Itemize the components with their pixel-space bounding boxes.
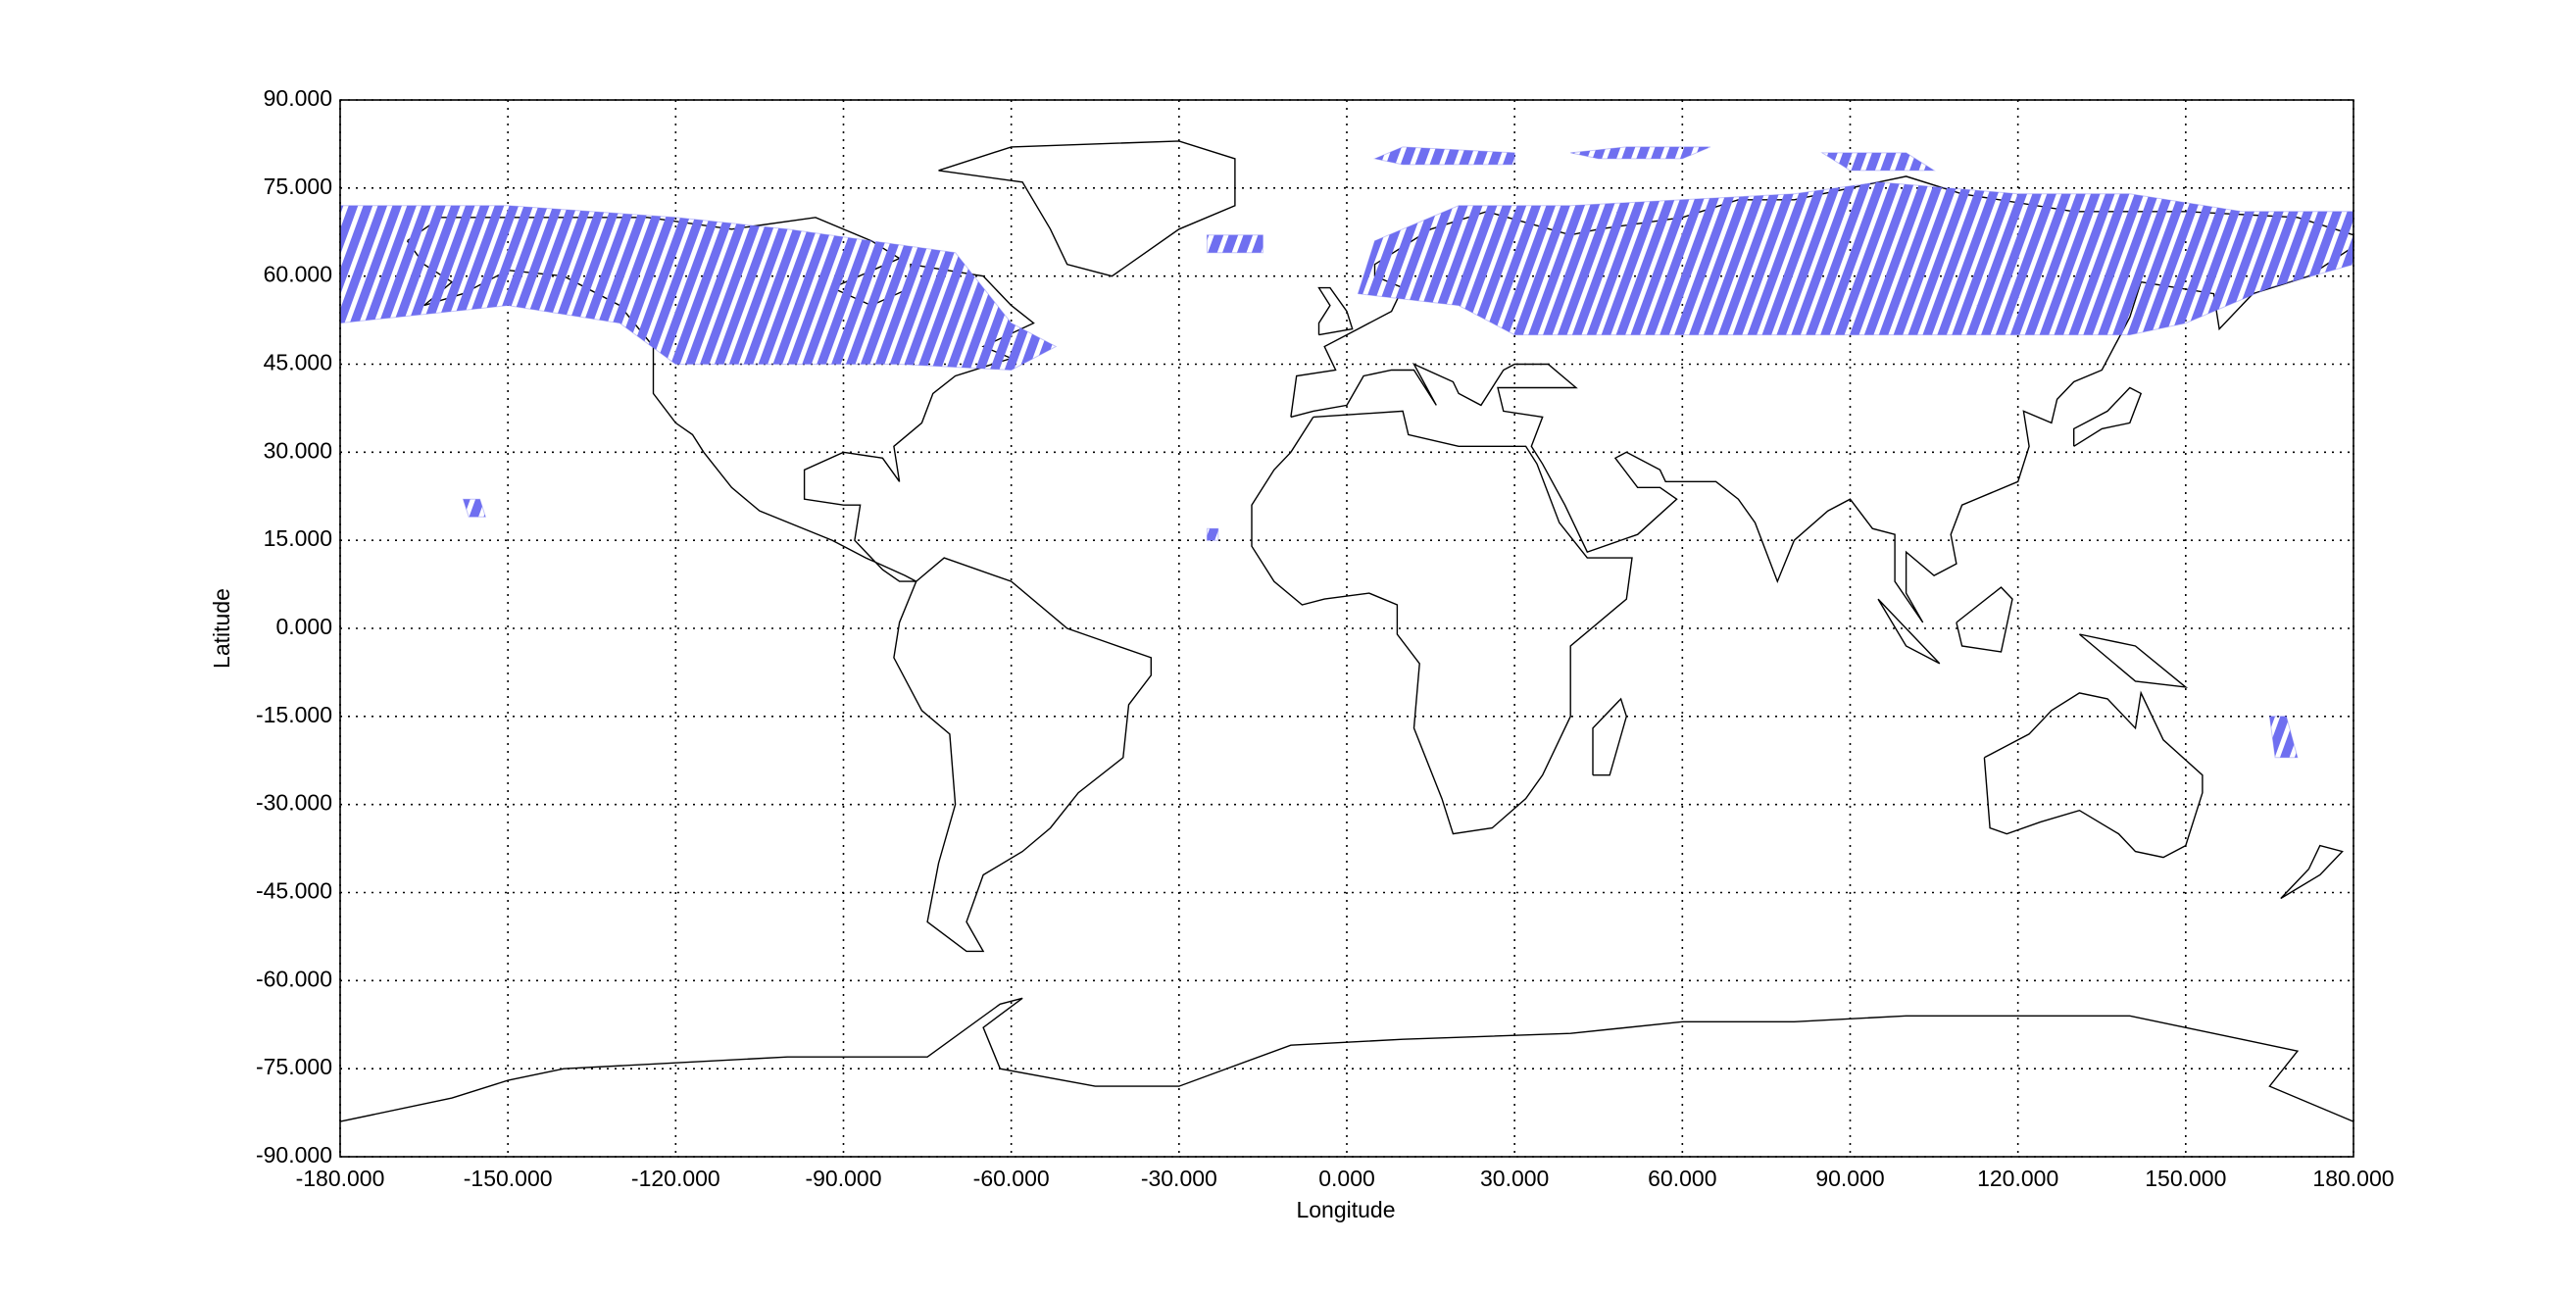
coastline <box>1317 286 1354 336</box>
coverage-swath <box>1372 146 1515 166</box>
x-tick-label: 60.000 <box>1648 1166 1716 1191</box>
y-tick-label: 45.000 <box>264 350 332 375</box>
coastline <box>339 997 2354 1122</box>
x-tick-label: 0.000 <box>1318 1166 1375 1191</box>
y-tick-label: -15.000 <box>256 702 332 727</box>
y-tick-label: 30.000 <box>264 437 332 463</box>
coastline <box>2078 633 2189 688</box>
coastline <box>2280 844 2344 900</box>
coastline <box>938 140 1236 277</box>
x-tick-label: -150.000 <box>464 1166 553 1191</box>
coastline <box>1592 697 1628 776</box>
x-tick-label: 180.000 <box>2312 1166 2394 1191</box>
x-tick-label: -60.000 <box>973 1166 1050 1191</box>
y-tick-label: -45.000 <box>256 878 332 904</box>
x-tick-label: 150.000 <box>2145 1166 2226 1191</box>
coverage-swath <box>339 205 1058 372</box>
plot-frame <box>339 99 2354 1158</box>
x-tick-label: -120.000 <box>631 1166 720 1191</box>
y-axis-label: Latitude <box>209 588 234 669</box>
x-tick-label: -30.000 <box>1141 1166 1217 1191</box>
coastline <box>1956 586 2013 653</box>
x-tick-label: 120.000 <box>1977 1166 2058 1191</box>
y-tick-label: 60.000 <box>264 262 332 287</box>
y-tick-label: -30.000 <box>256 790 332 816</box>
y-tick-label: -75.000 <box>256 1054 332 1079</box>
coastline <box>1983 690 2204 859</box>
x-tick-label: -90.000 <box>805 1166 881 1191</box>
coverage-swath <box>1206 234 1263 254</box>
y-tick-label: 0.000 <box>275 614 332 639</box>
coastline <box>1877 598 1941 665</box>
y-tick-label: 90.000 <box>264 85 332 111</box>
coverage-swath <box>462 498 486 518</box>
coverage-swath <box>2268 716 2299 759</box>
coverage-swath <box>1357 181 2354 336</box>
x-tick-label: 30.000 <box>1480 1166 1549 1191</box>
y-tick-label: 75.000 <box>264 174 332 199</box>
coverage-swath <box>1820 152 1936 172</box>
coverage-swath <box>1570 146 1711 160</box>
y-tick-label: -90.000 <box>256 1142 332 1168</box>
x-tick-label: 90.000 <box>1815 1166 1884 1191</box>
x-tick-label: -180.000 <box>296 1166 385 1191</box>
coverage-swath <box>1206 527 1219 541</box>
coastline <box>1251 410 1633 835</box>
x-axis-label: Longitude <box>1296 1197 1395 1222</box>
coastline <box>893 557 1152 953</box>
coastline <box>2073 386 2143 447</box>
y-tick-label: -60.000 <box>256 966 332 991</box>
y-tick-label: 15.000 <box>264 525 332 551</box>
